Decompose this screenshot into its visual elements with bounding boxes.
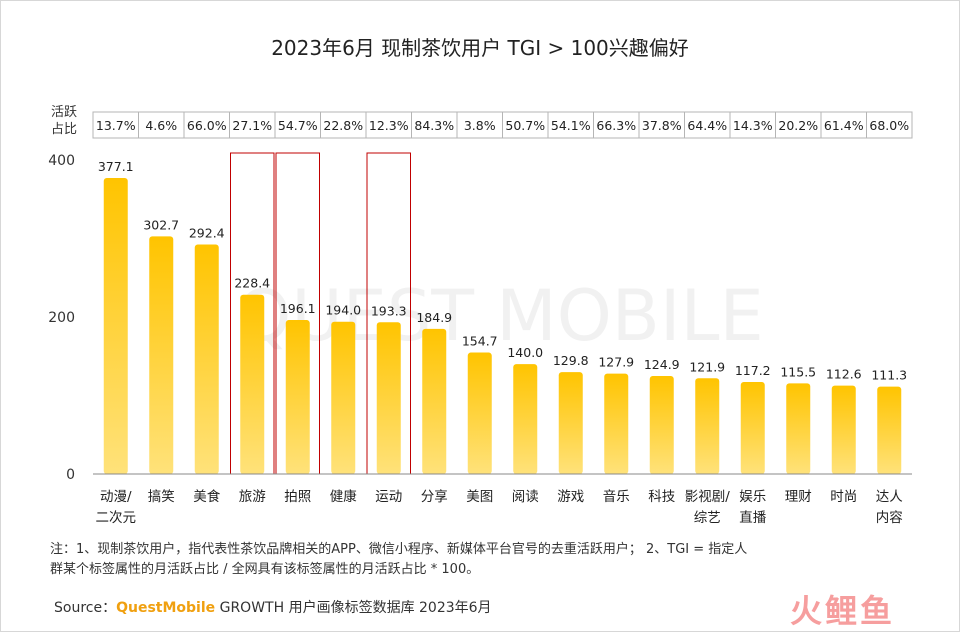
x-tick-label: 科技	[648, 489, 676, 505]
x-tick-label: 运动	[375, 489, 402, 505]
data-label: 196.1	[280, 301, 316, 316]
data-label: 184.9	[416, 310, 452, 325]
x-tick-label: 音乐	[603, 488, 630, 505]
data-label: 129.8	[553, 353, 589, 368]
note-line-1: 注：1、现制茶饮用户，指代表性茶饮品牌相关的APP、微信小程序、新媒体平台官号的…	[50, 542, 748, 557]
x-tick-label: 达人	[876, 489, 904, 505]
bar	[513, 364, 538, 474]
brand-logo: 火鲤鱼	[790, 592, 896, 630]
x-tick-label: 游戏	[557, 489, 584, 505]
y-tick-label: 400	[48, 153, 75, 169]
bar	[422, 328, 447, 474]
x-tick-label: 搞笑	[148, 489, 175, 505]
data-label: 111.3	[871, 368, 907, 383]
activity-cell: 50.7%	[505, 118, 545, 133]
data-label: 140.0	[507, 345, 543, 360]
chart-note: 注：1、现制茶饮用户，指代表性茶饮品牌相关的APP、微信小程序、新媒体平台官号的…	[50, 540, 910, 580]
bar	[558, 372, 583, 474]
bar	[695, 378, 720, 474]
bar	[149, 236, 174, 474]
x-tick-label: 旅游	[239, 489, 266, 505]
activity-cell: 84.3%	[414, 118, 454, 133]
data-label: 117.2	[735, 363, 771, 378]
bar	[467, 352, 492, 474]
data-label: 154.7	[462, 334, 498, 349]
activity-cell: 13.7%	[96, 118, 136, 133]
x-tick-label: 理财	[785, 489, 812, 505]
source-prefix: Source：	[54, 600, 117, 616]
chart-plot: QUEST MOBILE 13.7% 4.6% 66.0% 27.1% 54.7% 22.8…	[48, 111, 913, 526]
activity-cell: 3.8%	[464, 118, 496, 133]
x-tick-label: 美图	[466, 489, 493, 505]
bar	[194, 244, 219, 474]
y-tick-label: 200	[48, 310, 75, 326]
activity-cell: 66.0%	[187, 118, 227, 133]
activity-cell: 12.3%	[369, 118, 409, 133]
bar	[740, 381, 765, 474]
data-label: 292.4	[189, 225, 225, 240]
data-label: 124.9	[644, 357, 680, 372]
activity-cell: 54.1%	[551, 118, 591, 133]
data-label: 127.9	[598, 355, 634, 370]
x-tick-label: 分享	[421, 488, 448, 505]
data-label: 193.3	[371, 303, 407, 318]
activity-cell: 54.7%	[278, 118, 318, 133]
data-label: 121.9	[689, 359, 725, 374]
activity-cell: 37.8%	[642, 118, 682, 133]
activity-row-label: 活跃 占比	[44, 104, 84, 138]
bar	[240, 294, 265, 474]
note-line-2: 群某个标签属性的月活跃占比 / 全网具有该标签属性的月活跃占比 * 100。	[50, 562, 480, 577]
bar	[786, 383, 811, 474]
data-label: 115.5	[780, 364, 816, 379]
data-label: 228.4	[234, 276, 270, 291]
data-label: 302.7	[143, 217, 179, 232]
activity-cell: 68.0%	[869, 118, 909, 133]
x-tick-label: 娱乐	[739, 489, 766, 505]
source-line: Source：QuestMobile GROWTH 用户画像标签数据库 2023…	[54, 597, 492, 617]
activity-label-line-1: 活跃	[50, 105, 77, 120]
bar	[604, 373, 629, 474]
data-label: 194.0	[325, 303, 361, 318]
data-label: 377.1	[98, 159, 134, 174]
bar	[877, 386, 902, 474]
watermark-text: QUEST MOBILE	[236, 275, 763, 357]
activity-cell: 27.1%	[232, 118, 272, 133]
bar	[649, 375, 674, 474]
x-tick-label: 影视剧/	[685, 489, 730, 505]
activity-cell: 61.4%	[824, 118, 864, 133]
activity-cell: 64.4%	[687, 118, 727, 133]
activity-label-line-2: 占比	[50, 122, 77, 137]
x-tick-label: 健康	[330, 488, 357, 505]
x-tick-label: 美食	[193, 488, 220, 505]
activity-cell: 4.6%	[145, 118, 177, 133]
data-label: 112.6	[826, 367, 862, 382]
x-tick-label: 综艺	[694, 510, 721, 526]
x-tick-label: 阅读	[512, 489, 539, 505]
source-rest: GROWTH 用户画像标签数据库 2023年6月	[215, 600, 492, 616]
x-tick-label: 时尚	[830, 489, 857, 505]
bar	[331, 321, 356, 474]
bar	[285, 320, 310, 474]
x-tick-label: 直播	[739, 510, 767, 526]
activity-cell: 66.3%	[596, 118, 636, 133]
activity-cell: 14.3%	[733, 118, 773, 133]
activity-cell: 20.2%	[778, 118, 818, 133]
bar	[103, 177, 128, 474]
x-tick-label: 内容	[876, 509, 903, 526]
y-tick-label: 0	[66, 467, 75, 483]
bar	[831, 385, 856, 474]
x-tick-label: 动漫/	[100, 489, 132, 505]
source-brand: QuestMobile	[116, 600, 216, 616]
x-tick-label: 拍照	[284, 489, 311, 505]
activity-cell: 22.8%	[323, 118, 363, 133]
x-tick-label: 二次元	[96, 510, 137, 526]
chart-title: 2023年6月 现制茶饮用户 TGI > 100兴趣偏好	[271, 36, 689, 60]
bar	[376, 322, 401, 474]
